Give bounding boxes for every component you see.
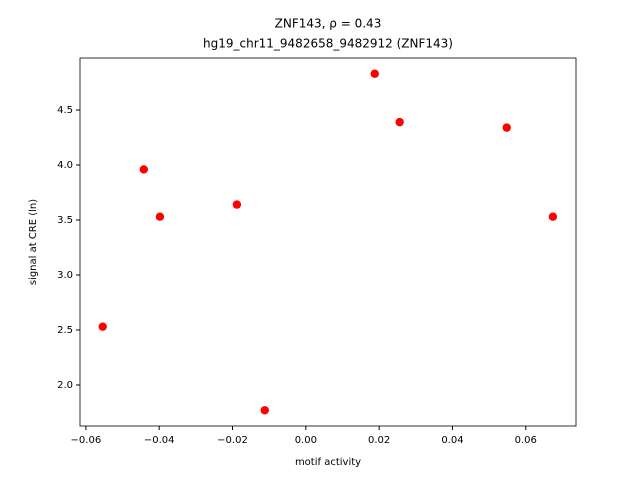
point (260, 406, 269, 415)
x-axis-label: motif activity (295, 457, 361, 468)
y-tick-label: 4.5 (57, 105, 73, 116)
point (98, 322, 107, 331)
x-tick-label: 0.00 (295, 435, 317, 446)
chart-subtitle: hg19_chr11_9482658_9482912 (ZNF143) (203, 37, 453, 51)
point (548, 212, 558, 221)
y-tick-label: 2.5 (57, 325, 73, 336)
x-tick-label: 0.06 (515, 435, 537, 446)
point (139, 165, 148, 174)
point (395, 117, 404, 127)
point (502, 123, 511, 132)
x-tick-label: −0.04 (144, 435, 175, 446)
x-tick-label: −0.06 (71, 435, 102, 446)
y-axis-label: signal at CRE (ln) (28, 199, 39, 285)
x-tick-label: −0.02 (217, 435, 248, 446)
x-tick-label: 0.04 (441, 435, 463, 446)
point (155, 212, 165, 221)
y-tick-label: 2.0 (57, 380, 73, 391)
y-tick-label: 3.0 (57, 270, 73, 281)
chart-title: ZNF143, ρ = 0.43 (275, 17, 382, 31)
point (370, 69, 379, 78)
point (232, 200, 242, 209)
y-tick-label: 4.0 (57, 160, 73, 171)
plot-frame (79, 57, 577, 427)
x-tick-label: 0.02 (368, 435, 390, 446)
y-tick-label: 3.5 (57, 215, 73, 226)
